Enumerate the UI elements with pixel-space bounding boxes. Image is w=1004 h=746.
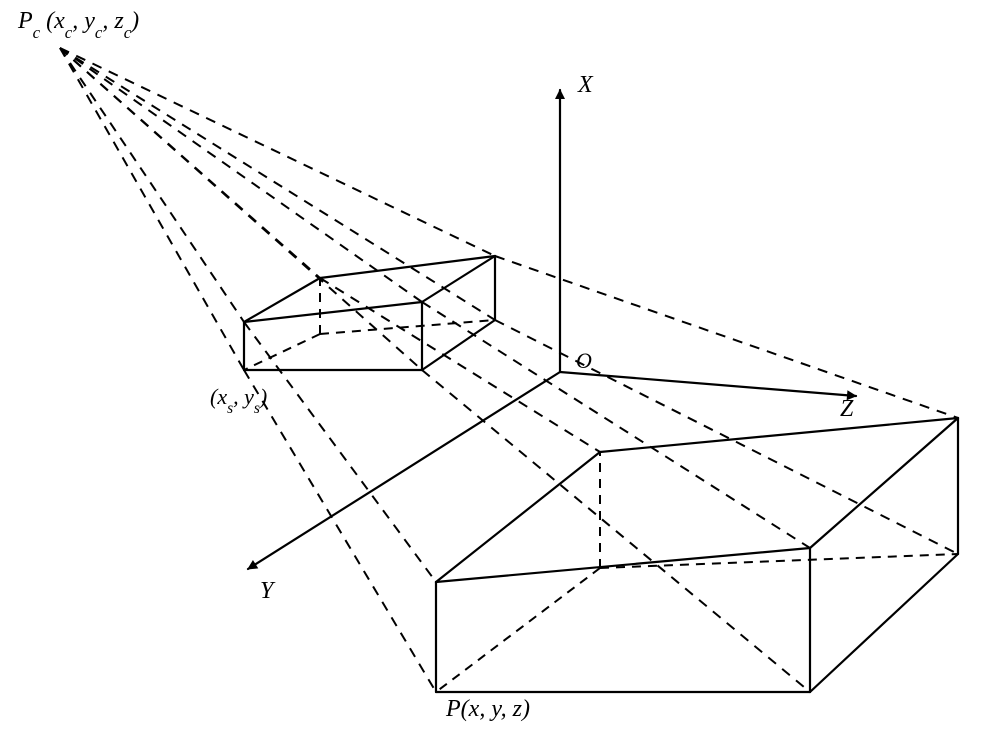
label-xs: (xs, ys) [210,384,267,417]
label-p: P(x, y, z) [445,696,530,722]
label-x: X [577,72,594,98]
axes [248,90,856,569]
large-box [436,418,958,692]
projection-rays [60,48,958,692]
label-z: Z [840,396,854,422]
label-pc: Pc (xc, yc, zc) [17,8,139,42]
label-o: O [576,348,592,373]
small-box [244,256,495,370]
label-y: Y [260,578,276,604]
projection-diagram: Pc (xc, yc, zc) X Z Y O (xs, ys) P(x, y, z) [0,0,1004,746]
